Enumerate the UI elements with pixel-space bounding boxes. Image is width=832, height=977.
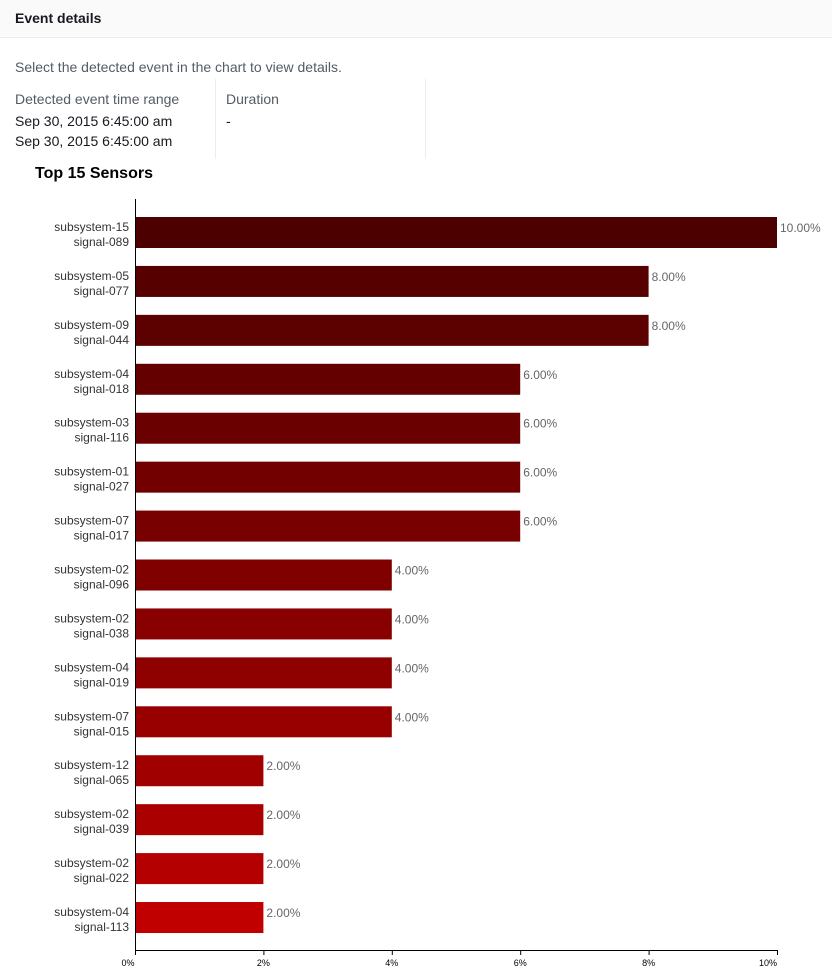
bar <box>135 412 521 444</box>
bar-value-label: 6.00% <box>523 417 557 431</box>
x-tick-label: 4% <box>385 958 398 968</box>
category-label: subsystem-05 <box>54 269 129 283</box>
bar <box>135 755 264 787</box>
category-label: signal-019 <box>74 675 130 689</box>
category-label: signal-015 <box>74 724 130 738</box>
bar <box>135 706 392 738</box>
category-label: signal-017 <box>74 529 130 543</box>
bar-value-label: 4.00% <box>395 564 429 578</box>
category-label: signal-038 <box>74 626 130 640</box>
bar <box>135 608 392 640</box>
category-label: subsystem-02 <box>54 563 129 577</box>
x-tick-label: 10% <box>759 958 777 968</box>
duration-column: Duration - <box>226 79 426 159</box>
bar-value-label: 8.00% <box>652 270 686 284</box>
category-label: signal-113 <box>75 920 130 934</box>
bar-value-label: 2.00% <box>266 808 300 822</box>
category-label: subsystem-01 <box>54 465 129 479</box>
bar <box>135 510 521 542</box>
bar-value-label: 2.00% <box>266 857 300 871</box>
bar-value-label: 10.00% <box>780 221 821 235</box>
category-label: subsystem-04 <box>54 905 129 919</box>
bar <box>135 559 392 591</box>
panel-header: Event details <box>0 0 832 38</box>
bar-value-label: 4.00% <box>395 612 429 626</box>
time-range-end: Sep 30, 2015 6:45:00 am <box>15 133 173 149</box>
category-label: signal-022 <box>74 871 130 885</box>
category-label: signal-018 <box>74 382 130 396</box>
category-label: subsystem-03 <box>54 416 129 430</box>
bar <box>135 902 264 934</box>
category-label: subsystem-04 <box>54 660 129 674</box>
category-label: subsystem-15 <box>54 220 129 234</box>
bar <box>135 217 777 248</box>
bar <box>135 853 264 885</box>
bar-value-label: 2.00% <box>266 906 300 920</box>
x-tick-label: 2% <box>257 958 270 968</box>
category-label: signal-044 <box>74 333 130 347</box>
category-label: subsystem-04 <box>54 367 129 381</box>
bar-value-label: 6.00% <box>523 368 557 382</box>
bar <box>135 265 649 297</box>
bar-value-label: 6.00% <box>523 515 557 529</box>
category-label: signal-089 <box>74 235 130 249</box>
category-label: signal-039 <box>74 822 130 836</box>
bar-value-label: 4.00% <box>395 661 429 675</box>
category-label: signal-096 <box>74 578 130 592</box>
category-label: subsystem-02 <box>54 611 129 625</box>
time-range-start: Sep 30, 2015 6:45:00 am <box>15 113 173 129</box>
category-label: subsystem-09 <box>54 318 129 332</box>
bar <box>135 461 521 493</box>
x-tick-label: 6% <box>514 958 527 968</box>
bar-value-label: 4.00% <box>395 710 429 724</box>
category-label: subsystem-07 <box>54 514 129 528</box>
category-label: signal-116 <box>75 431 130 445</box>
bar-value-label: 8.00% <box>652 319 686 333</box>
category-label: subsystem-02 <box>54 807 129 821</box>
category-label: signal-077 <box>74 284 130 298</box>
category-label: signal-065 <box>74 773 130 787</box>
category-label: signal-027 <box>74 480 130 494</box>
x-tick-label: 8% <box>642 958 655 968</box>
bar-value-label: 6.00% <box>523 466 557 480</box>
chart-title: Top 15 Sensors <box>35 165 153 182</box>
duration-value: - <box>226 113 231 129</box>
bar <box>135 363 521 395</box>
category-label: subsystem-02 <box>54 856 129 870</box>
bar-value-label: 2.00% <box>266 759 300 773</box>
time-range-column: Detected event time range Sep 30, 2015 6… <box>15 79 216 159</box>
category-label: subsystem-12 <box>54 758 129 772</box>
bar <box>135 657 392 689</box>
instruction-text: Select the detected event in the chart t… <box>15 59 342 75</box>
category-label: subsystem-07 <box>54 709 129 723</box>
panel-title: Event details <box>15 10 102 26</box>
bar <box>135 804 264 836</box>
time-range-label: Detected event time range <box>15 91 180 107</box>
x-tick-label: 0% <box>121 958 134 968</box>
duration-label: Duration <box>226 91 279 107</box>
bar <box>135 314 649 346</box>
